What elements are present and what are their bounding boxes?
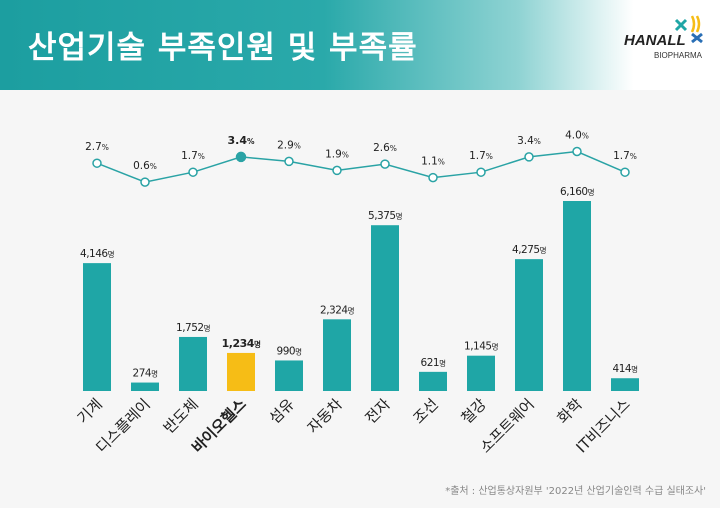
bar-0: [83, 263, 111, 391]
rate-label-8: 1.7%: [469, 150, 493, 162]
bar-7: [419, 371, 447, 391]
bar-label-7: 621명: [421, 357, 446, 369]
rate-point-4: [284, 156, 294, 167]
category-label-10: 화학: [554, 395, 586, 427]
rate-label-4: 2.9%: [277, 139, 301, 151]
rate-label-2: 1.7%: [181, 150, 205, 162]
bar-label-2: 1,752명: [176, 322, 210, 334]
bar-6: [371, 225, 399, 391]
rate-point-6: [380, 159, 390, 169]
bar-5: [323, 319, 351, 391]
bar-label-9: 4,275명: [512, 244, 546, 256]
rate-label-6: 2.6%: [373, 142, 397, 154]
bar-11: [611, 378, 639, 391]
bar-label-4: 990명: [277, 345, 302, 357]
hanall-logo: HANALL BIOPHARMA: [624, 15, 714, 68]
rate-point-8: [476, 167, 486, 177]
category-label-0: 기계: [74, 395, 106, 427]
rate-point-10: [572, 146, 582, 157]
category-label-8: 철강: [458, 395, 490, 427]
category-label-2: 반도체: [160, 395, 202, 437]
rate-label-7: 1.1%: [421, 156, 445, 168]
rate-point-3: [235, 151, 247, 163]
rate-line: [96, 150, 626, 183]
rate-label-9: 3.4%: [517, 135, 541, 147]
bar-10: [563, 201, 591, 391]
category-label-7: 조선: [410, 395, 442, 427]
bar-label-1: 274명: [133, 368, 158, 380]
bar-label-10: 6,160명: [560, 186, 594, 198]
rate-label-0: 2.7%: [85, 141, 109, 153]
bar-label-6: 5,375명: [368, 210, 402, 222]
category-label-5: 자동차: [304, 395, 346, 437]
rate-label-10: 4.0%: [565, 130, 589, 142]
bar-1: [131, 382, 159, 391]
rate-point-1: [140, 177, 150, 187]
rate-point-11: [620, 167, 630, 177]
bar-label-8: 1,145명: [464, 341, 498, 353]
rate-point-9: [524, 152, 534, 162]
source-note: *출처 : 산업통상자원부 '2022년 산업기술인력 수급 실태조사': [445, 486, 706, 497]
logo-subtext: BIOPHARMA: [654, 51, 703, 60]
rate-label-1: 0.6%: [133, 160, 157, 172]
bar-9: [515, 259, 543, 391]
bar-3: [227, 352, 255, 391]
combo-chart: 4,146명2.7%기계274명0.6%디스플레이1,752명1.7%반도체1,…: [74, 130, 639, 457]
rate-label-11: 1.7%: [613, 150, 637, 162]
header-banner: 산업기술 부족인원 및 부족률: [0, 0, 720, 90]
rate-label-3: 3.4%: [227, 134, 255, 147]
bar-label-11: 414명: [613, 363, 638, 375]
rate-point-0: [92, 158, 102, 168]
bar-label-0: 4,146명: [80, 248, 114, 260]
rate-point-7: [428, 172, 438, 183]
logo-mark-icon: [674, 15, 703, 44]
bar-2: [179, 336, 207, 391]
bar-label-5: 2,324명: [320, 304, 354, 316]
logo-text: HANALL: [624, 32, 686, 49]
category-label-4: 섬유: [266, 395, 298, 427]
page-title: 산업기술 부족인원 및 부족률: [28, 30, 418, 66]
bar-label-3: 1,234명: [222, 337, 261, 350]
bar-8: [467, 355, 495, 391]
category-label-6: 전자: [362, 395, 394, 427]
rate-label-5: 1.9%: [325, 148, 349, 160]
rate-point-2: [188, 167, 198, 177]
bar-4: [275, 360, 303, 391]
rate-point-5: [332, 165, 342, 176]
